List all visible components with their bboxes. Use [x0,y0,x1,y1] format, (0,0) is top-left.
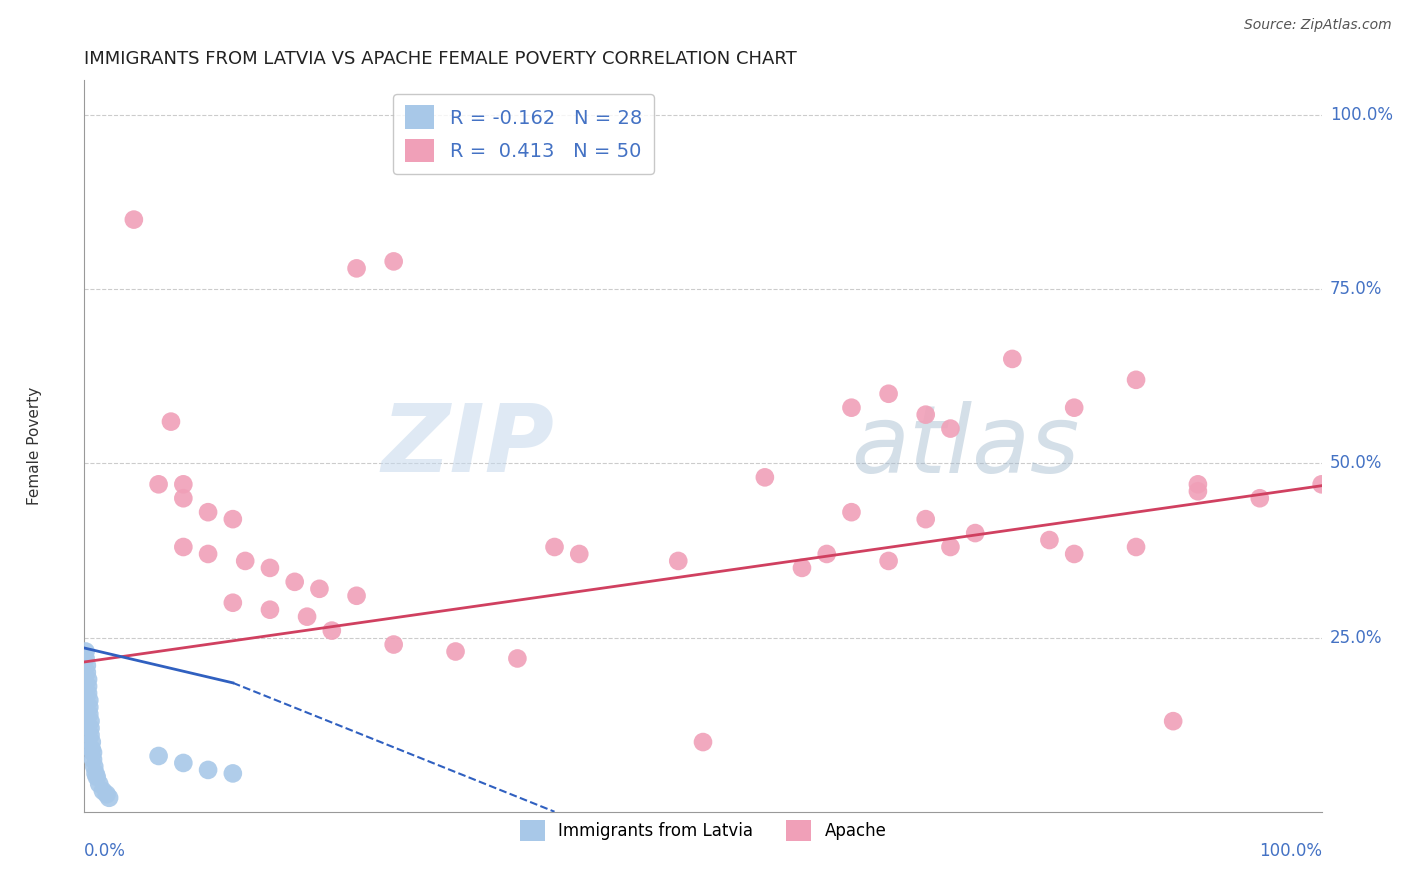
Point [382,638,405,652]
Point [1187,484,1209,499]
Point [148,749,170,764]
Point [76,665,98,680]
Point [382,254,405,268]
Point [877,554,900,568]
Point [82,746,104,760]
Point [965,526,987,541]
Text: 25.0%: 25.0% [1330,629,1382,647]
Text: Female Poverty: Female Poverty [27,387,42,505]
Point [197,547,219,561]
Point [84,766,107,780]
Point [96,787,118,801]
Point [91,784,114,798]
Point [233,554,256,568]
Point [259,603,281,617]
Point [86,770,108,784]
Point [1063,401,1085,415]
Point [222,512,245,526]
Point [877,386,900,401]
Point [506,651,529,665]
Point [77,679,100,693]
Point [841,401,863,415]
Point [914,512,936,526]
Point [568,547,591,561]
Text: 100.0%: 100.0% [1330,106,1393,124]
Point [1249,491,1271,506]
Text: 0.0%: 0.0% [84,842,127,860]
Point [76,658,98,673]
Point [346,589,368,603]
Point [172,491,194,506]
Point [79,707,101,722]
Point [790,561,813,575]
Point [222,766,245,780]
Point [346,261,368,276]
Point [295,609,318,624]
Point [77,686,100,700]
Point [815,547,838,561]
Legend: Immigrants from Latvia, Apache: Immigrants from Latvia, Apache [513,814,893,847]
Text: 100.0%: 100.0% [1258,842,1322,860]
Point [1063,547,1085,561]
Point [83,759,105,773]
Point [197,763,219,777]
Text: 75.0%: 75.0% [1330,280,1382,298]
Point [77,673,100,687]
Point [1310,477,1333,491]
Point [308,582,330,596]
Point [1125,540,1147,554]
Point [543,540,565,554]
Text: Source: ZipAtlas.com: Source: ZipAtlas.com [1244,18,1392,32]
Point [1038,533,1060,547]
Point [1001,351,1024,366]
Point [284,574,307,589]
Point [80,742,103,756]
Point [939,421,962,435]
Point [89,777,111,791]
Point [79,728,101,742]
Point [914,408,936,422]
Text: IMMIGRANTS FROM LATVIA VS APACHE FEMALE POVERTY CORRELATION CHART: IMMIGRANTS FROM LATVIA VS APACHE FEMALE … [84,50,797,68]
Text: ZIP: ZIP [381,400,554,492]
Point [148,477,170,491]
Point [321,624,343,638]
Point [692,735,714,749]
Point [259,561,281,575]
Point [754,470,776,484]
Point [222,596,245,610]
Point [1161,714,1184,728]
Point [79,714,101,728]
Point [75,644,97,658]
Point [666,554,689,568]
Point [172,477,194,491]
Point [444,644,467,658]
Point [172,756,194,770]
Point [98,790,121,805]
Point [160,415,183,429]
Point [939,540,962,554]
Point [82,752,104,766]
Point [122,212,145,227]
Point [79,693,101,707]
Point [1187,477,1209,491]
Text: 50.0%: 50.0% [1330,454,1382,473]
Point [841,505,863,519]
Point [172,540,194,554]
Point [80,735,103,749]
Point [79,700,101,714]
Point [1125,373,1147,387]
Point [79,721,101,735]
Point [197,505,219,519]
Text: atlas: atlas [852,401,1080,491]
Point [75,651,97,665]
